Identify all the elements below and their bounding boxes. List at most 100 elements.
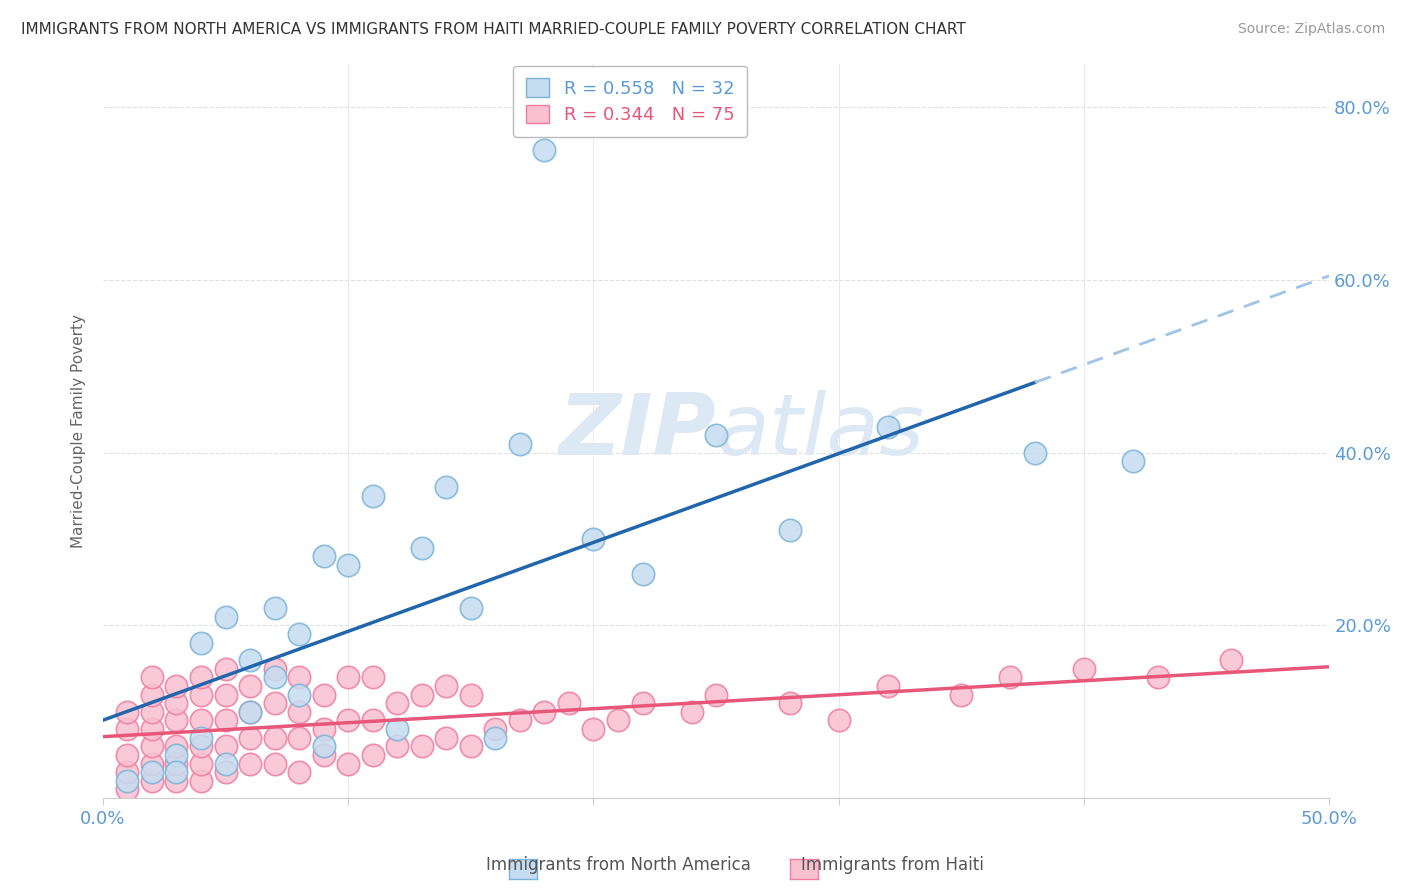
Point xyxy=(239,653,262,667)
Point xyxy=(263,696,285,710)
Point xyxy=(337,558,360,572)
Point xyxy=(239,705,262,719)
Point xyxy=(1122,454,1144,468)
Point xyxy=(288,705,311,719)
Point xyxy=(631,696,654,710)
Point xyxy=(361,489,384,503)
Y-axis label: Married-Couple Family Poverty: Married-Couple Family Poverty xyxy=(72,314,86,548)
Point xyxy=(263,756,285,771)
Point xyxy=(166,747,188,762)
Point xyxy=(239,756,262,771)
Point xyxy=(214,714,236,728)
Text: IMMIGRANTS FROM NORTH AMERICA VS IMMIGRANTS FROM HAITI MARRIED-COUPLE FAMILY POV: IMMIGRANTS FROM NORTH AMERICA VS IMMIGRA… xyxy=(21,22,966,37)
Point xyxy=(141,670,163,684)
Point xyxy=(779,696,801,710)
Point xyxy=(779,524,801,538)
Point xyxy=(141,773,163,788)
Point xyxy=(434,679,457,693)
Point xyxy=(1000,670,1022,684)
Point xyxy=(361,670,384,684)
Point xyxy=(214,765,236,780)
Point xyxy=(166,756,188,771)
Text: Immigrants from Haiti: Immigrants from Haiti xyxy=(801,856,984,874)
Point xyxy=(117,722,139,736)
Point xyxy=(582,722,605,736)
Legend: R = 0.558   N = 32, R = 0.344   N = 75: R = 0.558 N = 32, R = 0.344 N = 75 xyxy=(513,66,747,137)
Point xyxy=(117,765,139,780)
Point xyxy=(337,714,360,728)
Point xyxy=(141,688,163,702)
Point xyxy=(312,722,335,736)
Point xyxy=(117,773,139,788)
Point xyxy=(141,722,163,736)
Point xyxy=(460,688,482,702)
Point xyxy=(166,696,188,710)
Point xyxy=(387,739,409,754)
Point xyxy=(141,756,163,771)
Point xyxy=(117,782,139,797)
Point xyxy=(190,714,212,728)
Point xyxy=(117,705,139,719)
Point xyxy=(460,601,482,615)
Point xyxy=(141,765,163,780)
Point xyxy=(361,714,384,728)
Point xyxy=(631,566,654,581)
Point xyxy=(141,705,163,719)
Point xyxy=(190,688,212,702)
Point xyxy=(239,731,262,745)
Point xyxy=(337,670,360,684)
Point xyxy=(214,609,236,624)
Point xyxy=(166,714,188,728)
Point xyxy=(312,549,335,564)
Point xyxy=(166,765,188,780)
Point xyxy=(509,437,531,451)
Point xyxy=(166,739,188,754)
Point xyxy=(288,731,311,745)
Point xyxy=(214,756,236,771)
Point xyxy=(1220,653,1243,667)
Point xyxy=(288,627,311,641)
Point xyxy=(337,756,360,771)
Point xyxy=(582,532,605,546)
Text: Immigrants from North America: Immigrants from North America xyxy=(486,856,751,874)
Point xyxy=(239,705,262,719)
Point xyxy=(533,705,555,719)
Point xyxy=(190,635,212,649)
Point xyxy=(484,722,506,736)
Point xyxy=(361,747,384,762)
Point xyxy=(263,662,285,676)
Point xyxy=(828,714,851,728)
Point xyxy=(166,679,188,693)
Point xyxy=(876,419,898,434)
Point xyxy=(288,688,311,702)
Point xyxy=(288,765,311,780)
Point xyxy=(411,688,433,702)
Point xyxy=(411,541,433,555)
Point xyxy=(190,773,212,788)
Text: Source: ZipAtlas.com: Source: ZipAtlas.com xyxy=(1237,22,1385,37)
Point xyxy=(312,688,335,702)
Point xyxy=(509,714,531,728)
Point xyxy=(312,747,335,762)
Text: ZIP: ZIP xyxy=(558,390,716,473)
Point xyxy=(434,480,457,494)
Point xyxy=(411,739,433,754)
Point xyxy=(387,722,409,736)
Point xyxy=(1146,670,1168,684)
Point xyxy=(190,670,212,684)
Point xyxy=(117,747,139,762)
Point xyxy=(533,144,555,158)
Point xyxy=(263,601,285,615)
Point xyxy=(876,679,898,693)
Point xyxy=(484,731,506,745)
Point xyxy=(190,756,212,771)
Point xyxy=(214,739,236,754)
Point xyxy=(950,688,973,702)
Text: atlas: atlas xyxy=(716,390,924,473)
Point xyxy=(460,739,482,754)
Point xyxy=(214,662,236,676)
Point xyxy=(190,731,212,745)
Point xyxy=(190,739,212,754)
Point xyxy=(681,705,703,719)
Point xyxy=(263,731,285,745)
